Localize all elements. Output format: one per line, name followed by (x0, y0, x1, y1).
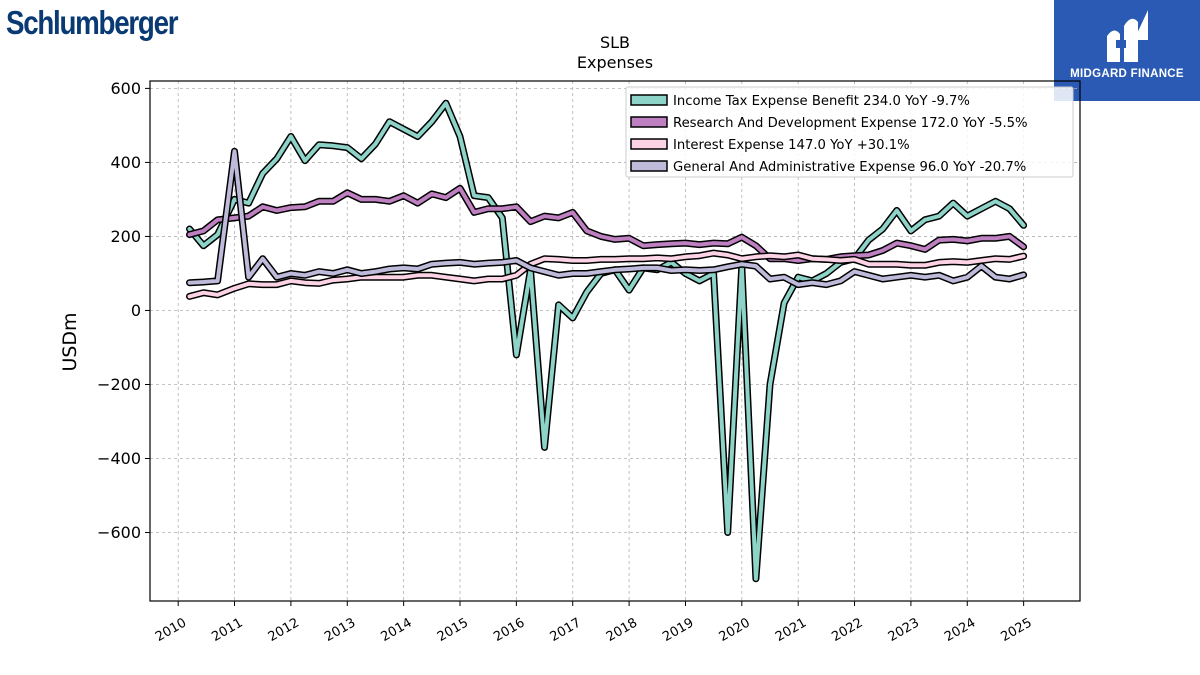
y-tick-label: −400 (97, 449, 141, 468)
y-tick-label: 600 (110, 79, 141, 98)
series-outline-research-and-development-expense (186, 184, 1028, 264)
legend-swatch (630, 116, 668, 128)
legend-label: Research And Development Expense 172.0 Y… (673, 116, 1028, 131)
series-line-interest-expense (187, 251, 1026, 299)
x-tick-label: 2025 (998, 615, 1034, 645)
x-tick-label: 2018 (604, 615, 640, 645)
y-tick-label: 200 (110, 227, 141, 246)
x-tick-label: 2020 (717, 615, 753, 645)
legend-swatch (630, 160, 668, 172)
x-tick-label: 2015 (435, 615, 471, 645)
x-tick-label: 2024 (942, 615, 978, 645)
y-tick-label: −600 (97, 523, 141, 542)
legend-label: General And Administrative Expense 96.0 … (673, 160, 1026, 175)
y-tick-label: 0 (131, 301, 141, 320)
series-line-research-and-development-expense (187, 186, 1026, 263)
chart-subtitle: Expenses (577, 53, 653, 72)
midgard-finance-wordmark: MIDGARD FINANCE (1070, 68, 1184, 80)
y-axis-label: USDm (59, 312, 81, 371)
y-tick-label: −200 (97, 375, 141, 394)
x-tick-label: 2013 (322, 615, 358, 645)
plot-frame (149, 80, 1081, 602)
legend-label: Interest Expense 147.0 YoY +30.1% (673, 138, 910, 153)
y-tick-label: 400 (110, 153, 141, 172)
midgard-emblem-icon (1107, 10, 1148, 62)
x-tick-label: 2021 (773, 615, 809, 645)
series-line-general-and-administrative-expense (187, 149, 1026, 287)
schlumberger-logo: Schlumberger (6, 4, 179, 41)
legend-label: Income Tax Expense Benefit 234.0 YoY -9.… (673, 94, 970, 109)
legend-swatch (630, 94, 668, 106)
x-tick-label: 2019 (660, 615, 696, 645)
x-tick-label: 2012 (266, 615, 302, 645)
chart-title: SLB (600, 33, 630, 52)
midgard-finance-logo: MIDGARD FINANCE (1054, 0, 1200, 101)
x-tick-label: 2011 (209, 615, 245, 645)
x-tick-label: 2016 (491, 615, 527, 645)
x-tick-label: 2010 (153, 615, 189, 645)
legend-box (625, 86, 1074, 178)
legend-swatch (630, 138, 668, 150)
x-tick-label: 2017 (548, 615, 584, 645)
x-tick-label: 2022 (829, 615, 865, 645)
x-tick-label: 2014 (378, 615, 414, 645)
x-tick-label: 2023 (886, 615, 922, 645)
